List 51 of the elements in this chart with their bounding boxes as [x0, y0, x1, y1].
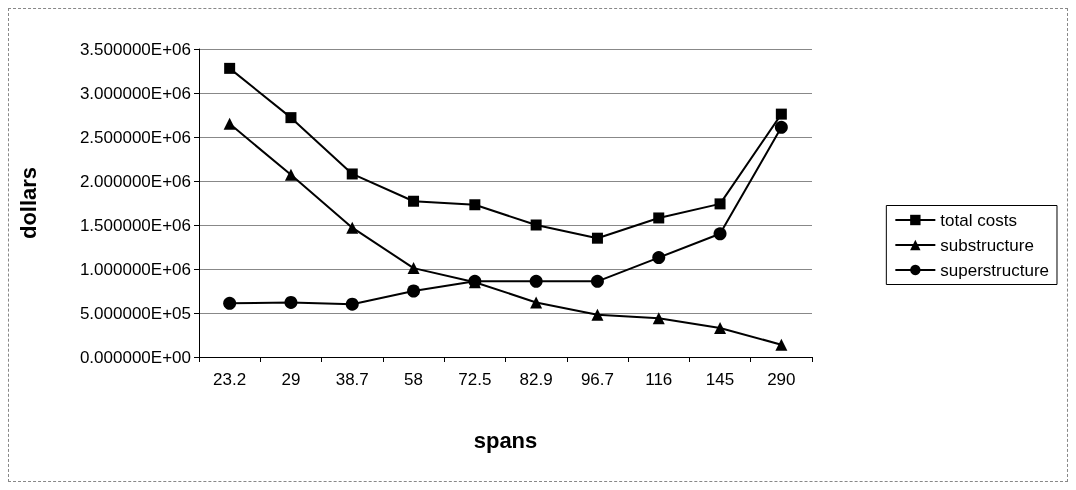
- point: [591, 232, 603, 244]
- x-tick-label: 29: [281, 370, 301, 389]
- y-tick-label: 3.500000E+06: [79, 39, 191, 59]
- x-tick-label: 116: [645, 370, 673, 389]
- y-tick-label: 2.000000E+06: [79, 171, 191, 191]
- point: [530, 219, 542, 231]
- legend-label: total costs: [940, 210, 1017, 230]
- point: [407, 262, 420, 275]
- y-tick-label: 5.000000E+05: [79, 303, 191, 323]
- point: [469, 199, 481, 211]
- point: [530, 296, 543, 309]
- point: [714, 198, 726, 210]
- point: [591, 308, 604, 321]
- legend-label: superstructure: [940, 260, 1050, 280]
- y-tick-label: 3.000000E+06: [79, 83, 191, 103]
- y-axis-title: dollars: [15, 166, 41, 240]
- x-axis-title: spans: [473, 427, 538, 453]
- point: [284, 168, 297, 181]
- point: [224, 62, 236, 74]
- legend-label: substructure: [940, 235, 1034, 255]
- y-tick-label: 2.500000E+06: [79, 127, 191, 147]
- point: [653, 212, 665, 224]
- point: [223, 296, 237, 310]
- point: [652, 312, 665, 325]
- x-tick-label: 23.2: [213, 370, 247, 389]
- point: [345, 297, 359, 311]
- x-tick-label: 290: [767, 370, 796, 389]
- x-tick-label: 72.5: [458, 370, 492, 389]
- y-tick-label: 0.000000E+00: [79, 347, 191, 367]
- x-tick-label: 145: [705, 370, 735, 389]
- y-tick-label: 1.500000E+06: [79, 215, 191, 235]
- point: [529, 274, 543, 288]
- x-tick-label: 96.7: [580, 370, 614, 389]
- point: [775, 108, 787, 120]
- x-tick-label: 38.7: [335, 370, 369, 389]
- point: [714, 321, 727, 334]
- point: [775, 338, 788, 351]
- y-tick-label: 1.000000E+06: [79, 259, 191, 279]
- point: [652, 251, 666, 265]
- point: [223, 117, 236, 130]
- point: [774, 120, 788, 134]
- point: [590, 274, 604, 288]
- point: [285, 112, 297, 124]
- point: [346, 168, 358, 180]
- x-tick-label: 58: [404, 370, 424, 389]
- x-tick-label: 82.9: [519, 370, 553, 389]
- point: [408, 195, 420, 207]
- point: [713, 227, 727, 241]
- point: [407, 284, 421, 298]
- point: [346, 221, 359, 234]
- point: [284, 295, 298, 309]
